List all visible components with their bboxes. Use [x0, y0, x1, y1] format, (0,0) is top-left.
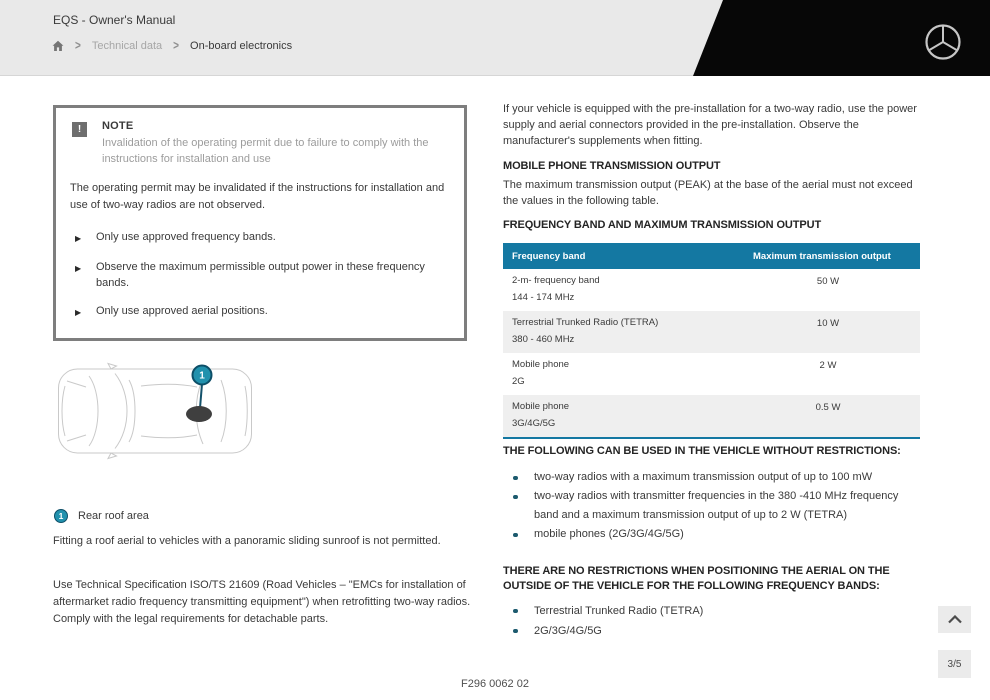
bullet-dot-icon	[503, 621, 534, 641]
breadcrumb-item-technical-data[interactable]: Technical data	[91, 40, 163, 52]
band-range: 3G/4G/5G	[512, 418, 556, 429]
bullet-dot-icon	[503, 487, 534, 525]
column-header-frequency-band: Frequency band	[512, 250, 586, 262]
document-code: F296 0062 02	[461, 678, 529, 690]
chevron-right-icon: >	[173, 39, 180, 53]
header-black-band	[693, 0, 990, 76]
bullet-arrow-icon: ▶	[75, 308, 82, 317]
band-name: Terrestrial Trunked Radio (TETRA)	[512, 317, 659, 328]
figure-caption: 1 Rear roof area	[54, 509, 149, 523]
callout-number: 1	[199, 371, 205, 382]
band-range: 144 - 174 MHz	[512, 292, 575, 303]
band-range: 380 - 460 MHz	[512, 334, 575, 345]
table-row: Mobile phone 3G/4G/5G 0.5 W	[503, 395, 920, 437]
max-output-value: 0.5 W	[815, 402, 841, 413]
list-item: two-way radios with transmitter frequenc…	[503, 487, 920, 525]
bullet-arrow-icon: ▶	[75, 264, 82, 273]
home-icon[interactable]	[52, 40, 64, 52]
breadcrumb-item-current: On-board electronics	[190, 40, 293, 52]
header-bar: EQS - Owner's Manual > Technical data > …	[0, 0, 990, 76]
callout-badge-1: 1	[54, 509, 68, 523]
band-name: Mobile phone	[512, 401, 570, 412]
table-row: Mobile phone 2G 2 W	[503, 353, 920, 395]
band-name: Mobile phone	[512, 359, 570, 370]
usable-list: two-way radios with a maximum transmissi…	[503, 468, 920, 544]
heading-no-restrictions-outside: THERE ARE NO RESTRICTIONS WHEN POSITIONI…	[503, 565, 890, 592]
note-instruction: ▶ Only use approved aerial positions.	[70, 303, 452, 321]
table-row: Terrestrial Trunked Radio (TETRA) 380 - …	[503, 311, 920, 353]
callout-circle-1	[191, 364, 213, 386]
list-item: mobile phones (2G/3G/4G/5G)	[503, 525, 920, 544]
exclamation-icon: !	[72, 122, 87, 137]
note-body: The operating permit may be invalidated …	[70, 182, 445, 211]
chevron-right-icon: >	[75, 39, 81, 53]
list-item: two-way radios with a maximum transmissi…	[503, 468, 920, 487]
bullet-arrow-icon: ▶	[75, 234, 82, 243]
heading-frequency-band-table: FREQUENCY BAND AND MAXIMUM TRANSMISSION …	[503, 219, 822, 231]
list-item: Terrestrial Trunked Radio (TETRA)	[503, 601, 920, 621]
frequency-band-table: Frequency band Maximum transmission outp…	[503, 243, 920, 439]
note-instruction-list: ▶ Only use approved frequency bands. ▶ O…	[70, 229, 452, 321]
heading-mobile-phone-transmission-output: MOBILE PHONE TRANSMISSION OUTPUT	[503, 160, 721, 172]
paragraph-peak-output: The maximum transmission output (PEAK) a…	[503, 179, 913, 207]
paragraph-sunroof: Fitting a roof aerial to vehicles with a…	[53, 535, 441, 547]
note-label: NOTE	[102, 120, 134, 132]
max-output-value: 2 W	[819, 360, 837, 371]
column-header-max-output: Maximum transmission output	[753, 250, 891, 262]
table-row: 2-m- frequency band 144 - 174 MHz 50 W	[503, 269, 920, 311]
note-summary: Invalidation of the operating permit due…	[102, 137, 429, 165]
band-range: 2G	[512, 376, 525, 387]
no-restrictions-list: Terrestrial Trunked Radio (TETRA) 2G/3G/…	[503, 601, 920, 641]
note-box: ! NOTE Invalidation of the operating per…	[53, 105, 467, 341]
band-name: 2-m- frequency band	[512, 275, 600, 286]
top-view-car-diagram: 1	[55, 360, 255, 462]
paragraph-pre-installation: If your vehicle is equipped with the pre…	[503, 103, 917, 147]
list-item: 2G/3G/4G/5G	[503, 621, 920, 641]
bullet-dot-icon	[503, 468, 534, 487]
bullet-dot-icon	[503, 525, 534, 544]
note-instruction: ▶ Only use approved frequency bands.	[70, 229, 452, 247]
chevron-up-icon	[947, 615, 963, 624]
scroll-to-top-button[interactable]	[938, 606, 971, 633]
max-output-value: 50 W	[816, 276, 840, 287]
callout-leader-line	[199, 383, 203, 409]
aerial-position-marker	[186, 406, 212, 422]
max-output-value: 10 W	[816, 318, 840, 329]
page-indicator[interactable]: 3/5	[938, 650, 971, 678]
table-header-row: Frequency band Maximum transmission outp…	[503, 243, 920, 269]
figure-caption-label: Rear roof area	[78, 510, 149, 522]
heading-usable-without-restrictions: THE FOLLOWING CAN BE USED IN THE VEHICLE…	[503, 445, 901, 457]
breadcrumb: > Technical data > On-board electronics	[52, 39, 293, 53]
note-instruction: ▶ Observe the maximum permissible output…	[70, 259, 452, 291]
bullet-dot-icon	[503, 601, 534, 621]
paragraph-iso-spec: Use Technical Specification ISO/TS 21609…	[53, 579, 471, 625]
page-title: EQS - Owner's Manual	[53, 13, 176, 27]
mercedes-star-icon	[923, 22, 963, 62]
